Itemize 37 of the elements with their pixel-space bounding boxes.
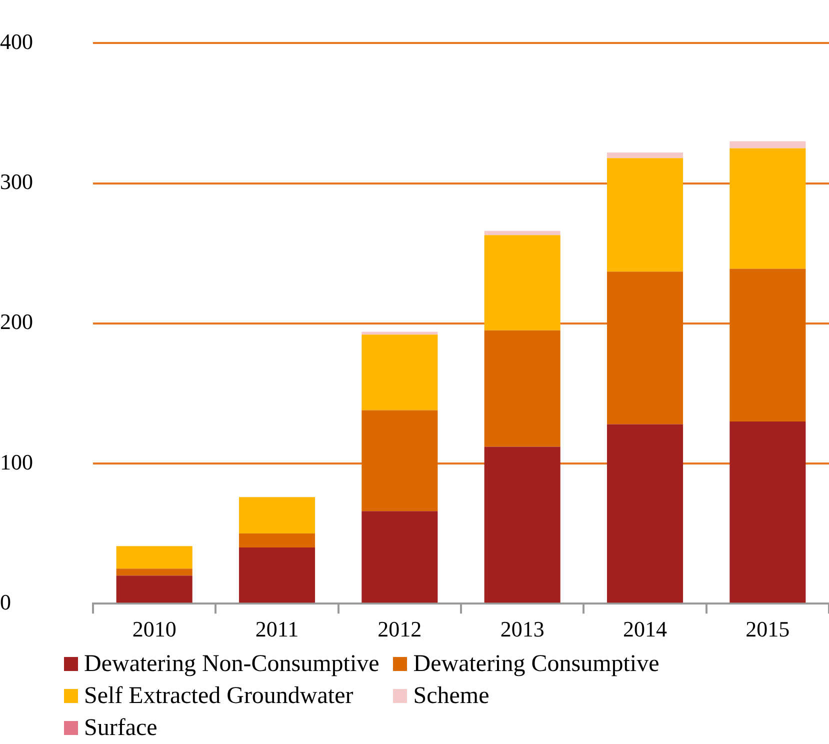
legend-label: Dewatering Consumptive (413, 650, 660, 679)
bar (606, 424, 684, 603)
bar (362, 410, 438, 512)
x-tick-label: 2015 (746, 616, 790, 642)
bar (116, 576, 192, 603)
bar (730, 421, 806, 603)
bar (484, 235, 560, 330)
bar (238, 548, 316, 603)
x-tick-label: 2012 (378, 616, 422, 642)
x-tick-label: 2014 (623, 616, 667, 642)
legend-label: Scheme (413, 682, 490, 711)
legend-label: Surface (84, 714, 158, 743)
bar (116, 546, 192, 569)
bar (238, 534, 316, 548)
legend-label: Self Extracted Groundwater (84, 682, 354, 711)
legend-label: Dewatering Non-Consumptive (84, 650, 380, 679)
x-tick-label: 2011 (255, 616, 299, 642)
bar (606, 158, 684, 272)
bar (484, 446, 560, 603)
y-tick-label: 300 (0, 169, 33, 194)
bar (116, 568, 192, 576)
y-tick-label: 200 (0, 309, 33, 334)
bar (606, 272, 684, 424)
y-tick-label: 100 (0, 449, 33, 474)
bar (730, 148, 806, 269)
bar (484, 330, 560, 447)
x-tick-label: 2013 (500, 616, 544, 642)
bar (362, 334, 438, 410)
bar (238, 497, 316, 534)
bar (730, 268, 806, 422)
y-tick-label: 0 (0, 589, 11, 614)
bar (606, 152, 684, 158)
y-tick-label: 400 (0, 28, 33, 54)
bar (362, 511, 438, 603)
x-tick-label: 2010 (132, 616, 176, 642)
bar (730, 141, 806, 148)
bar (484, 230, 560, 236)
